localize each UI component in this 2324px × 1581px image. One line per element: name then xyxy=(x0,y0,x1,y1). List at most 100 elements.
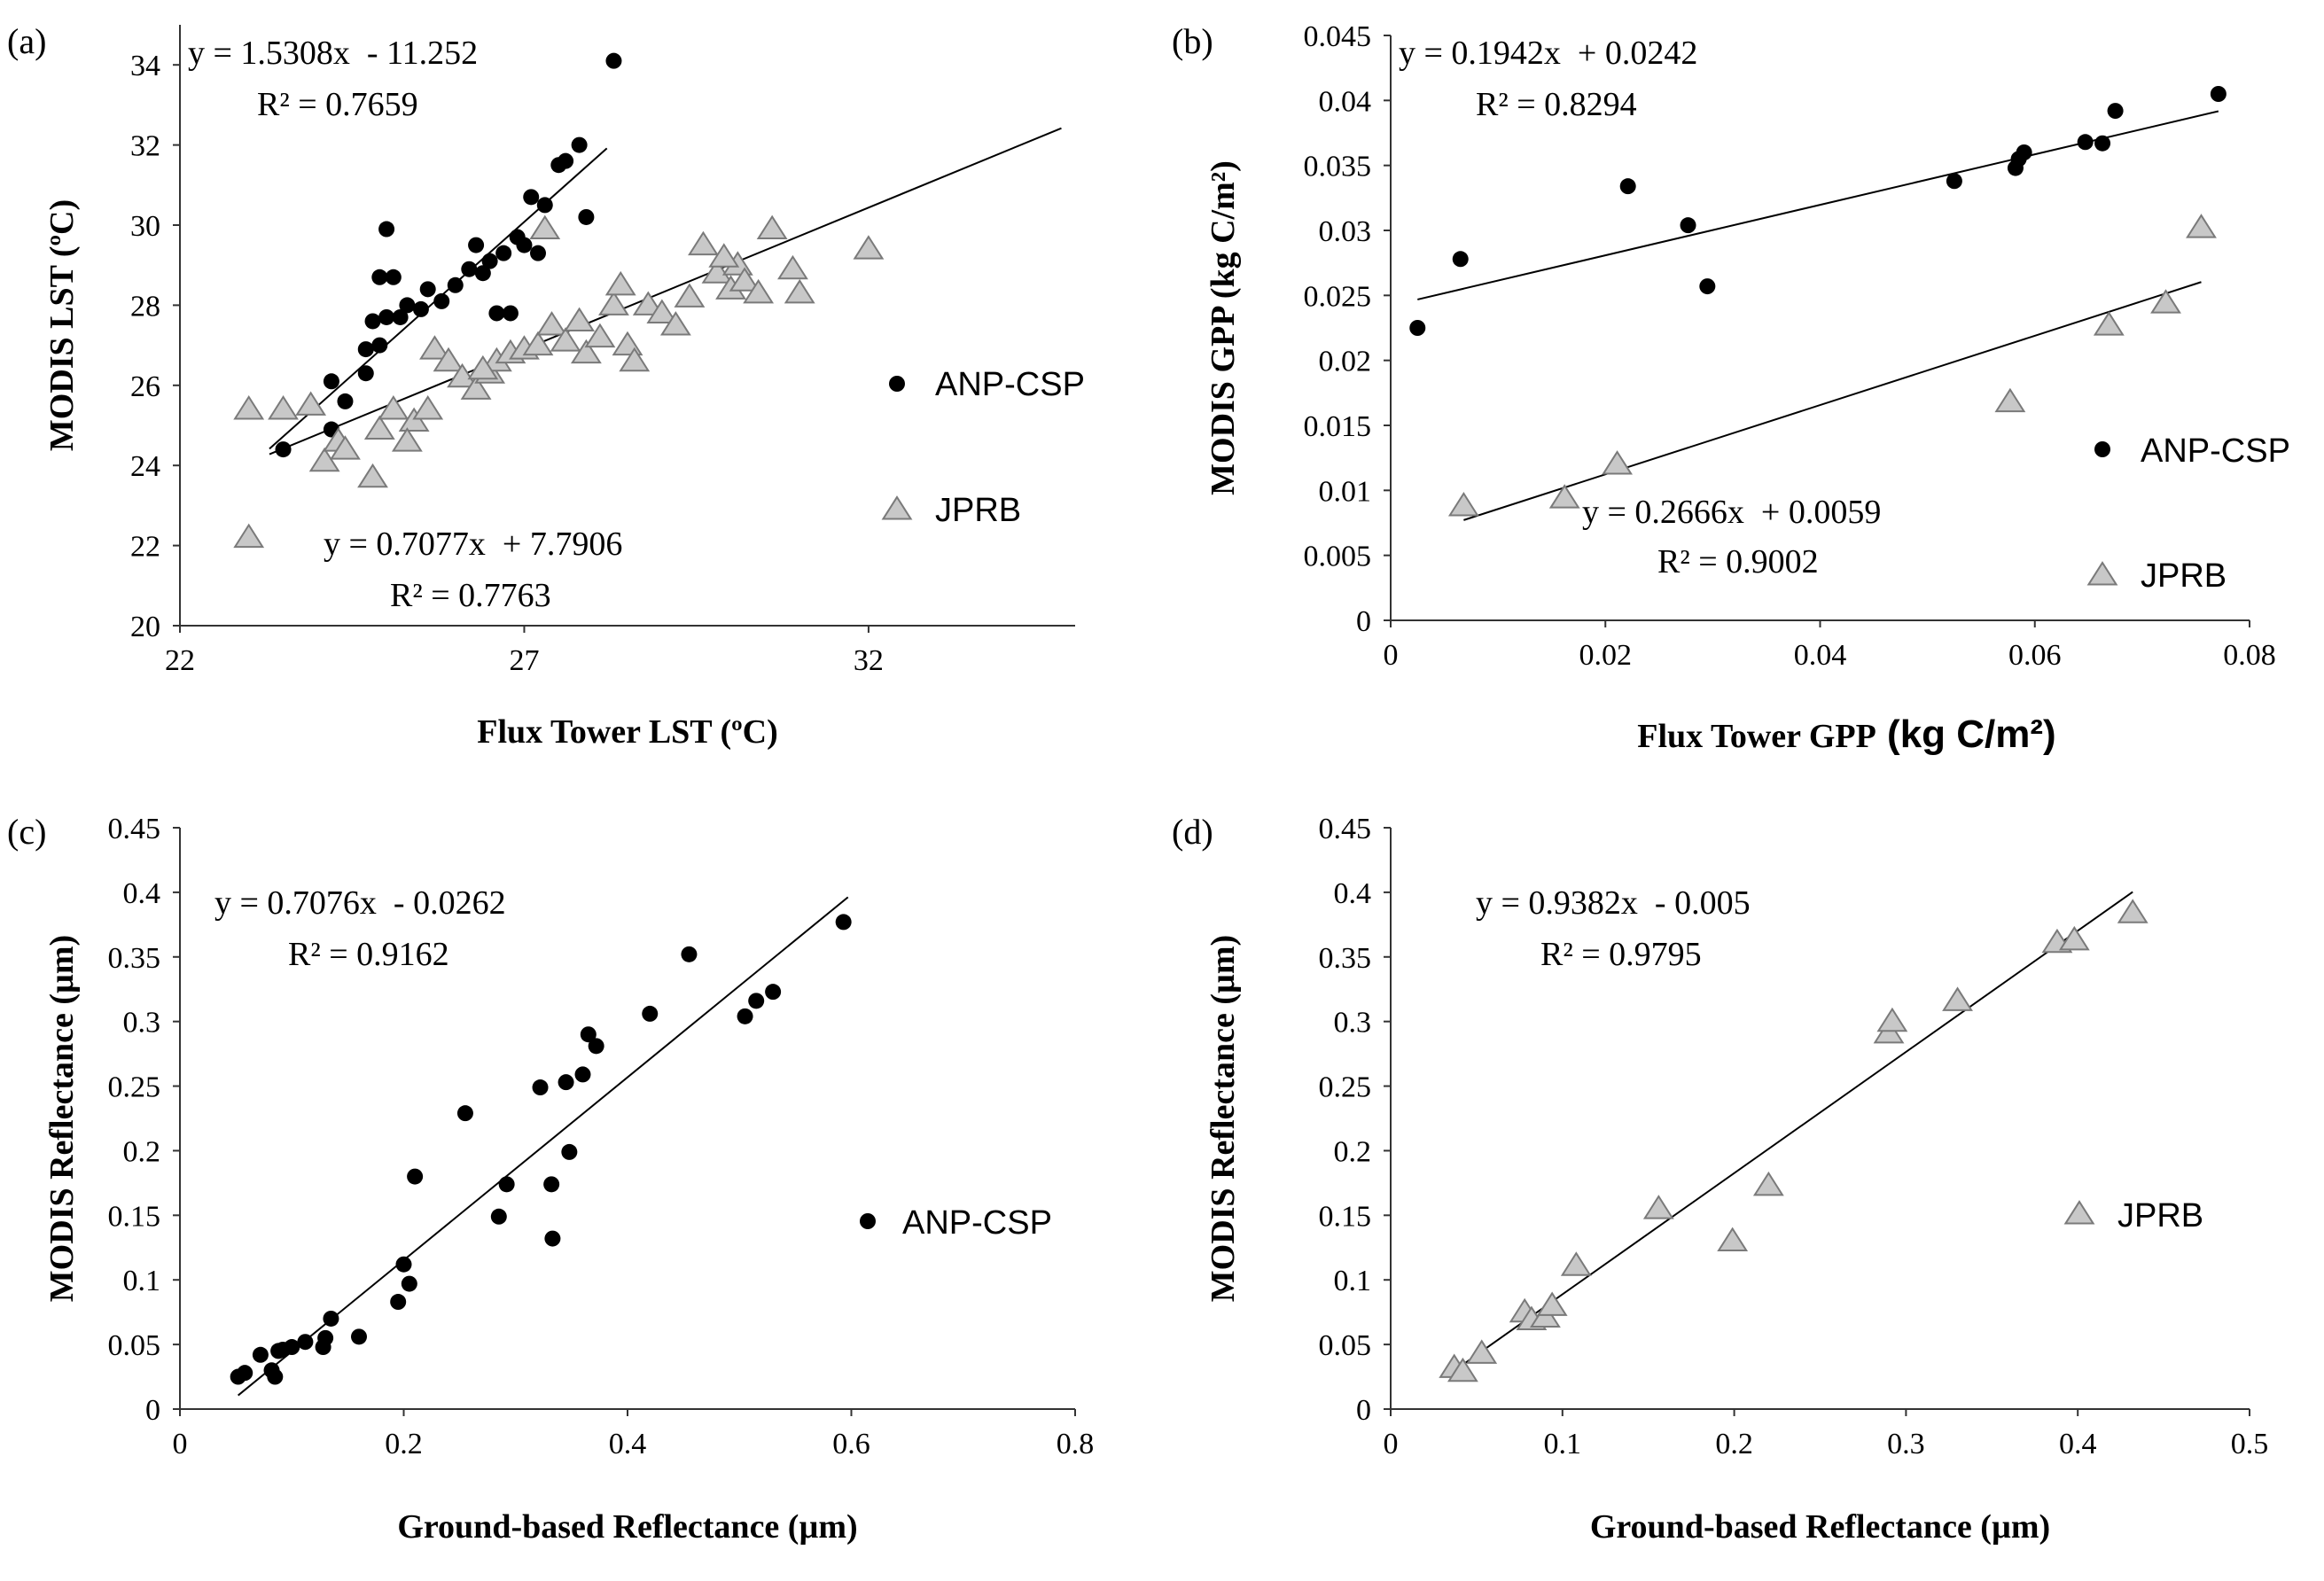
x-tick-label: 0 xyxy=(1384,639,1399,672)
trendline-anp-csp xyxy=(238,896,849,1397)
data-point-jprb xyxy=(619,347,651,372)
data-point-anp-csp xyxy=(495,245,512,261)
legend-label-anp-csp: ANP-CSP xyxy=(2141,432,2290,470)
x-axis-unit: (kg C/m²) xyxy=(1876,713,2056,756)
data-point-jprb xyxy=(391,427,423,452)
data-point-anp-csp xyxy=(419,281,436,298)
regression-equation: y = 0.7077x + 7.7906 xyxy=(324,526,622,563)
data-point-jprb xyxy=(756,214,788,240)
data-point-jprb xyxy=(1602,450,1633,475)
data-point-jprb xyxy=(729,267,760,292)
data-point-anp-csp xyxy=(502,305,519,322)
data-point-anp-csp xyxy=(357,365,374,382)
data-point-jprb xyxy=(1536,1291,1568,1316)
y-tick-label: 0.015 xyxy=(1304,410,1372,443)
y-tick-label: 28 xyxy=(130,290,160,323)
data-point-anp-csp xyxy=(461,261,478,277)
data-point-jprb xyxy=(584,323,616,348)
data-point-jprb xyxy=(433,347,464,372)
r-squared-label: R² = 0.7763 xyxy=(390,577,551,614)
y-tick-label: 0.35 xyxy=(1319,942,1372,975)
panel-b: (b) 0 0.005 0.01 0.015 0.02 0.025 0.03 0.035 0.04… xyxy=(1172,20,2290,756)
y-tick-label: 20 xyxy=(130,611,160,643)
data-point-jprb xyxy=(363,415,395,440)
data-point-anp-csp xyxy=(385,269,402,285)
legend-label-jprb: JPRB xyxy=(2141,557,2227,595)
y-tick-label: 0.15 xyxy=(108,1200,161,1233)
regression-equation: y = 1.5308x - 11.252 xyxy=(188,35,478,72)
data-point-jprb xyxy=(659,311,691,336)
legend-label-jprb: JPRB xyxy=(935,492,1021,529)
y-axis-title: MODIS LST (ºC) xyxy=(43,199,81,451)
y-tick-label: 0.005 xyxy=(1304,541,1372,573)
y-tick-label: 0.045 xyxy=(1304,20,1372,53)
data-point-jprb xyxy=(564,307,596,332)
data-point-anp-csp xyxy=(532,1079,549,1096)
data-point-anp-csp xyxy=(378,308,395,325)
y-tick-label: 0.25 xyxy=(1319,1071,1372,1104)
data-point-jprb xyxy=(1447,1357,1478,1382)
data-point-anp-csp xyxy=(544,1230,561,1247)
x-tick-label: 0.8 xyxy=(1057,1428,1095,1460)
data-point-anp-csp xyxy=(468,237,485,253)
legend-label-anp-csp: ANP-CSP xyxy=(935,366,1085,403)
regression-equation: y = 0.2666x + 0.0059 xyxy=(1582,494,1881,531)
data-point-anp-csp xyxy=(536,197,553,214)
data-point-anp-csp xyxy=(488,305,505,322)
data-point-jprb xyxy=(1642,1195,1674,1219)
data-point-jprb xyxy=(784,278,815,304)
panel-label: (b) xyxy=(1172,21,1213,61)
y-tick-label: 0 xyxy=(1356,1394,1371,1427)
y-tick-label: 0.35 xyxy=(108,942,161,975)
data-point-anp-csp xyxy=(2094,135,2111,152)
x-axis-title: Flux Tower GPP (kg C/m²) xyxy=(1637,713,2055,756)
data-point-jprb xyxy=(1942,986,1973,1011)
y-tick-label: 0.25 xyxy=(108,1071,161,1104)
data-point-jprb xyxy=(570,339,602,364)
data-point-jprb xyxy=(674,283,706,308)
data-point-jprb xyxy=(550,327,581,352)
data-point-anp-csp xyxy=(574,1066,591,1083)
trendline-jprb xyxy=(269,127,1062,456)
data-point-anp-csp xyxy=(275,441,292,458)
regression-equation: y = 0.9382x - 0.005 xyxy=(1476,884,1751,922)
data-point-anp-csp xyxy=(474,265,491,282)
r-squared-label: R² = 0.9002 xyxy=(1657,543,1819,580)
legend-label-anp-csp: ANP-CSP xyxy=(902,1204,1052,1242)
legend-marker-anp-csp xyxy=(2094,441,2110,457)
y-tick-label: 0.45 xyxy=(108,813,161,845)
data-point-jprb xyxy=(646,299,678,323)
data-point-anp-csp xyxy=(390,1294,407,1311)
x-tick-label: 0 xyxy=(173,1428,188,1460)
data-point-jprb xyxy=(1466,1339,1498,1364)
y-tick-label: 30 xyxy=(130,210,160,243)
y-tick-label: 0.3 xyxy=(123,1007,161,1040)
data-point-anp-csp xyxy=(351,1328,367,1345)
data-point-jprb xyxy=(708,243,740,268)
data-point-jprb xyxy=(529,214,561,240)
data-point-anp-csp xyxy=(561,1143,578,1160)
data-point-anp-csp xyxy=(558,1074,574,1091)
data-point-jprb xyxy=(398,407,430,432)
x-tick-label: 0.4 xyxy=(2059,1428,2097,1460)
data-point-anp-csp xyxy=(765,984,782,1001)
data-point-jprb xyxy=(233,395,265,420)
data-point-anp-csp xyxy=(399,297,416,314)
x-tick-label: 0.1 xyxy=(1544,1428,1582,1460)
x-tick-label: 0.6 xyxy=(832,1428,870,1460)
data-point-jprb xyxy=(743,278,775,304)
data-point-jprb xyxy=(412,395,444,420)
x-axis-title: Flux Tower LST (ºC) xyxy=(477,713,778,751)
data-point-anp-csp xyxy=(412,300,429,317)
data-point-jprb xyxy=(604,270,636,296)
data-point-anp-csp xyxy=(317,1329,334,1346)
r-squared-label: R² = 0.9162 xyxy=(288,936,449,973)
data-point-anp-csp xyxy=(748,993,765,1009)
data-point-jprb xyxy=(522,331,554,356)
data-point-anp-csp xyxy=(530,245,546,261)
data-point-anp-csp xyxy=(371,269,388,285)
data-point-jprb xyxy=(460,375,492,400)
x-tick-label: 0.2 xyxy=(1715,1428,1753,1460)
